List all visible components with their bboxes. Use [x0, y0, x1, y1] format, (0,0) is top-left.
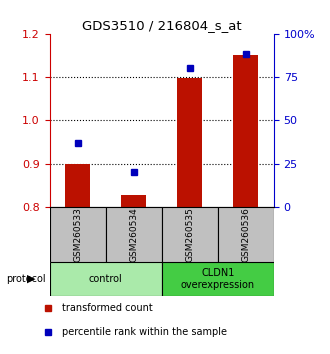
Text: protocol: protocol [7, 274, 46, 284]
Bar [50, 262, 162, 296]
Text: GSM260534: GSM260534 [129, 207, 138, 262]
Bar [162, 207, 218, 262]
Text: CLDN1
overexpression: CLDN1 overexpression [181, 268, 255, 290]
Text: control: control [89, 274, 122, 284]
Text: percentile rank within the sample: percentile rank within the sample [62, 327, 227, 337]
Title: GDS3510 / 216804_s_at: GDS3510 / 216804_s_at [82, 19, 242, 33]
Bar [50, 207, 106, 262]
Text: transformed count: transformed count [62, 303, 153, 314]
Bar [65, 164, 90, 207]
Text: ▶: ▶ [27, 274, 36, 284]
Bar [162, 262, 274, 296]
Text: GSM260536: GSM260536 [241, 207, 250, 262]
Text: GSM260535: GSM260535 [185, 207, 194, 262]
Bar [177, 78, 202, 207]
Bar [121, 195, 146, 207]
Bar [218, 207, 274, 262]
Text: GSM260533: GSM260533 [73, 207, 82, 262]
Bar [233, 55, 258, 207]
Bar [106, 207, 162, 262]
